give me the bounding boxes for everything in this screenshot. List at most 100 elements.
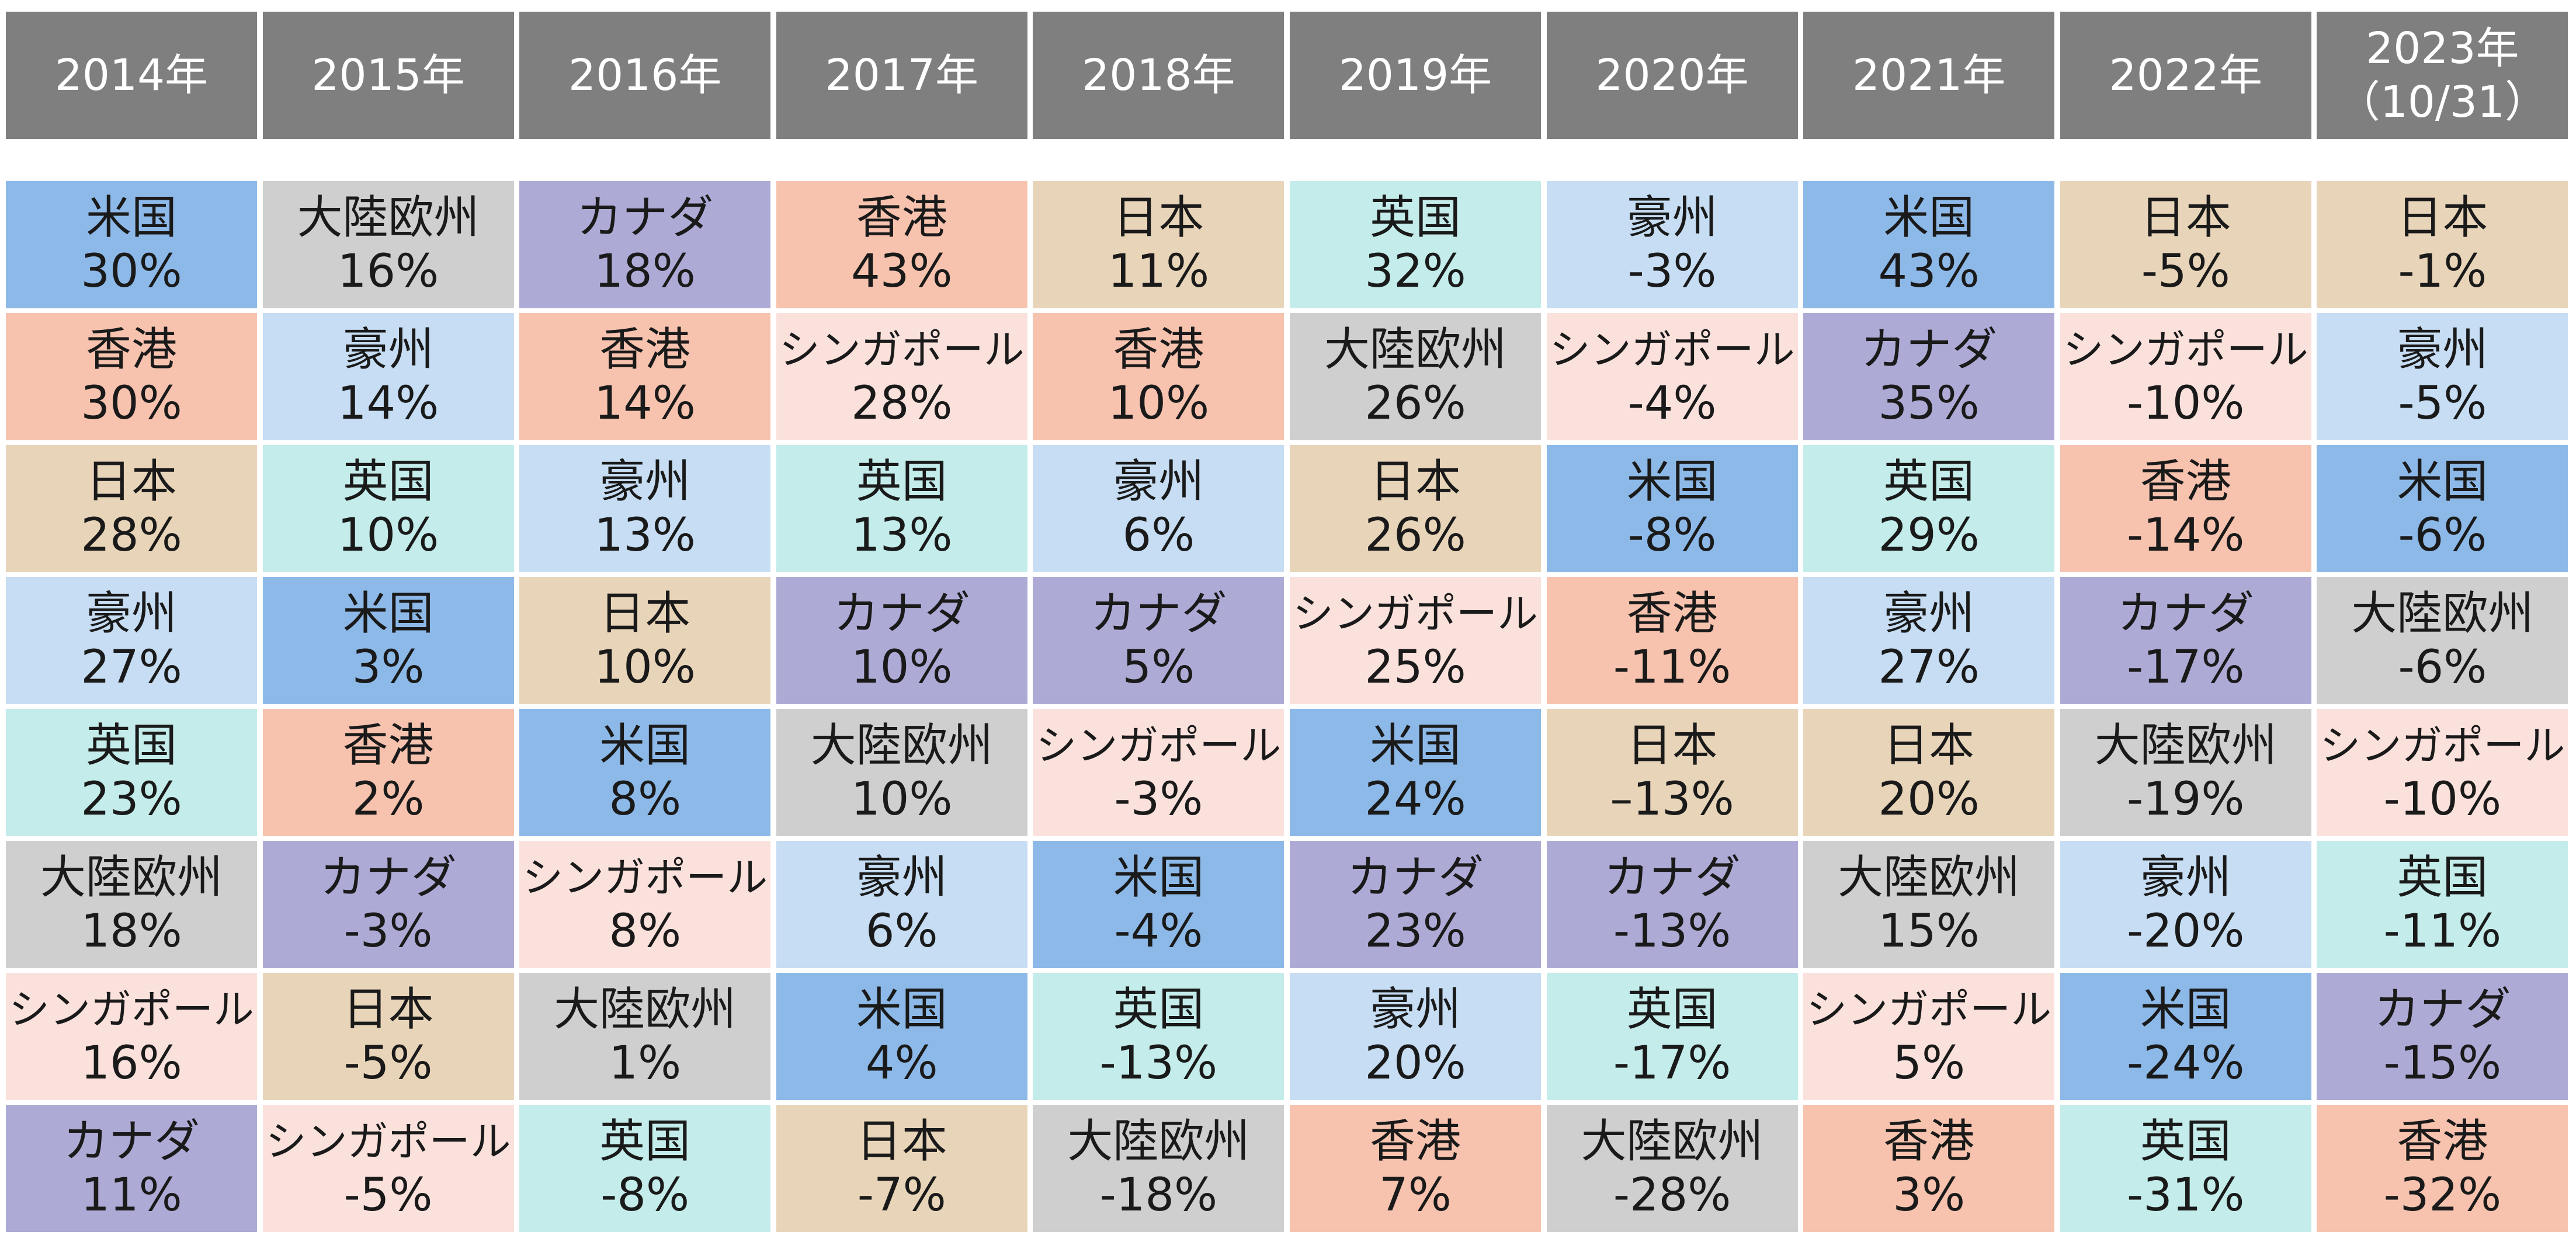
rank-cell: シンガポール 8%: [519, 841, 771, 968]
market-name: 香港: [1626, 587, 1718, 640]
return-value: -4%: [1114, 905, 1203, 958]
rank-cell: 香港 -32%: [2317, 1105, 2568, 1232]
market-name: 豪州: [1626, 192, 1718, 244]
market-name: 米国: [342, 587, 434, 640]
return-value: -24%: [2127, 1037, 2245, 1090]
market-name: 香港: [1113, 323, 1204, 376]
rank-cell: 香港 14%: [519, 313, 771, 440]
rank-cell: 香港 2%: [262, 709, 514, 836]
rank-cell: 米国 -4%: [1033, 841, 1284, 968]
market-name: 英国: [1113, 983, 1204, 1036]
return-value: -4%: [1627, 377, 1717, 430]
market-name: シンガポール: [265, 1118, 511, 1165]
return-value: 4%: [865, 1037, 938, 1090]
rank-cell: 英国 10%: [262, 445, 514, 572]
market-name: 大陸欧州: [1838, 851, 2020, 904]
rank-cell: カナダ -17%: [2060, 577, 2311, 704]
market-name: カナダ: [63, 1115, 200, 1168]
market-name: 米国: [599, 719, 691, 772]
return-value: -11%: [2383, 905, 2502, 958]
return-value: 13%: [851, 509, 953, 562]
return-value: 6%: [865, 905, 938, 958]
market-name: 英国: [599, 1115, 691, 1168]
market-name: シンガポール: [9, 986, 254, 1034]
return-value: 10%: [337, 509, 439, 562]
rank-cell: 米国 4%: [776, 973, 1027, 1100]
return-value: -1%: [2398, 245, 2487, 298]
column-header: 2015年: [262, 12, 514, 139]
rank-cell: 日本 –13%: [1546, 709, 1798, 836]
return-value: 23%: [81, 773, 182, 826]
rank-cell: カナダ 18%: [519, 181, 771, 308]
rank-cell: 大陸欧州 -19%: [2060, 709, 2311, 836]
market-name: 香港: [342, 719, 434, 772]
market-name: 香港: [856, 192, 947, 244]
rank-cell: 米国 -24%: [2060, 973, 2311, 1100]
rank-cell: 米国 43%: [1803, 181, 2055, 308]
market-name: 英国: [342, 455, 434, 508]
market-name: 米国: [1883, 192, 1975, 244]
return-value: 24%: [1365, 773, 1466, 826]
market-name: 米国: [1113, 851, 1204, 904]
rank-cell: 香港 43%: [776, 181, 1027, 308]
market-name: シンガポール: [2063, 326, 2308, 374]
return-value: -14%: [2127, 509, 2245, 562]
market-name: 英国: [85, 719, 177, 772]
return-value: -5%: [2398, 377, 2487, 430]
rank-cell: 大陸欧州 26%: [1290, 313, 1541, 440]
return-value: -11%: [1613, 641, 1731, 694]
rank-cell: 豪州 -5%: [2317, 313, 2568, 440]
return-value: 27%: [1878, 641, 1980, 694]
rank-cell: 米国 8%: [519, 709, 771, 836]
rank-cell: カナダ -3%: [262, 841, 514, 968]
return-value: 3%: [352, 641, 425, 694]
return-value: -17%: [2127, 641, 2245, 694]
return-value: -3%: [1114, 773, 1203, 826]
return-value: 1%: [609, 1037, 682, 1090]
market-name: 日本: [1113, 192, 1204, 244]
return-value: 23%: [1365, 905, 1466, 958]
market-name: 大陸欧州: [1067, 1115, 1250, 1168]
market-name: 英国: [1883, 455, 1975, 508]
rank-cell: シンガポール 25%: [1290, 577, 1541, 704]
rank-cell: カナダ -13%: [1546, 841, 1798, 968]
market-name: 日本: [1369, 455, 1461, 508]
market-name: 豪州: [1883, 587, 1975, 640]
market-name: 香港: [1883, 1115, 1975, 1168]
rank-cell: カナダ -15%: [2317, 973, 2568, 1100]
rank-cell: カナダ 23%: [1290, 841, 1541, 968]
market-name: 英国: [2140, 1115, 2231, 1168]
market-name: 日本: [342, 983, 434, 1036]
column-header: 2014年: [6, 12, 257, 139]
market-name: カナダ: [833, 587, 970, 640]
market-name: 英国: [2397, 851, 2488, 904]
rank-cell: 日本 20%: [1803, 709, 2055, 836]
rank-cell: シンガポール -10%: [2060, 313, 2311, 440]
market-name: シンガポール: [522, 854, 768, 902]
market-name: 香港: [2140, 455, 2231, 508]
rank-cell: 豪州 -20%: [2060, 841, 2311, 968]
market-name: 香港: [599, 323, 691, 376]
market-name: 英国: [1626, 983, 1718, 1036]
return-value: -10%: [2127, 377, 2245, 430]
return-value: 26%: [1365, 509, 1466, 562]
rank-cell: 香港 -11%: [1546, 577, 1798, 704]
return-value: 27%: [81, 641, 182, 694]
market-name: カナダ: [2374, 983, 2511, 1036]
market-name: カナダ: [1346, 851, 1484, 904]
return-value: 11%: [81, 1169, 182, 1222]
return-value: -5%: [343, 1169, 433, 1222]
return-value: 43%: [1878, 245, 1980, 298]
rank-cell: 大陸欧州 -28%: [1546, 1105, 1798, 1232]
market-name: 豪州: [1369, 983, 1461, 1036]
return-value: 43%: [851, 245, 953, 298]
rank-cell: 日本 -7%: [776, 1105, 1027, 1232]
market-name: 米国: [2397, 455, 2488, 508]
rank-cell: 豪州 6%: [1033, 445, 1284, 572]
market-name: カナダ: [2117, 587, 2254, 640]
return-value: -18%: [1099, 1169, 1218, 1222]
return-value: -3%: [1627, 245, 1717, 298]
rank-cell: 大陸欧州 15%: [1803, 841, 2055, 968]
return-value: 8%: [609, 905, 682, 958]
market-name: 日本: [599, 587, 691, 640]
